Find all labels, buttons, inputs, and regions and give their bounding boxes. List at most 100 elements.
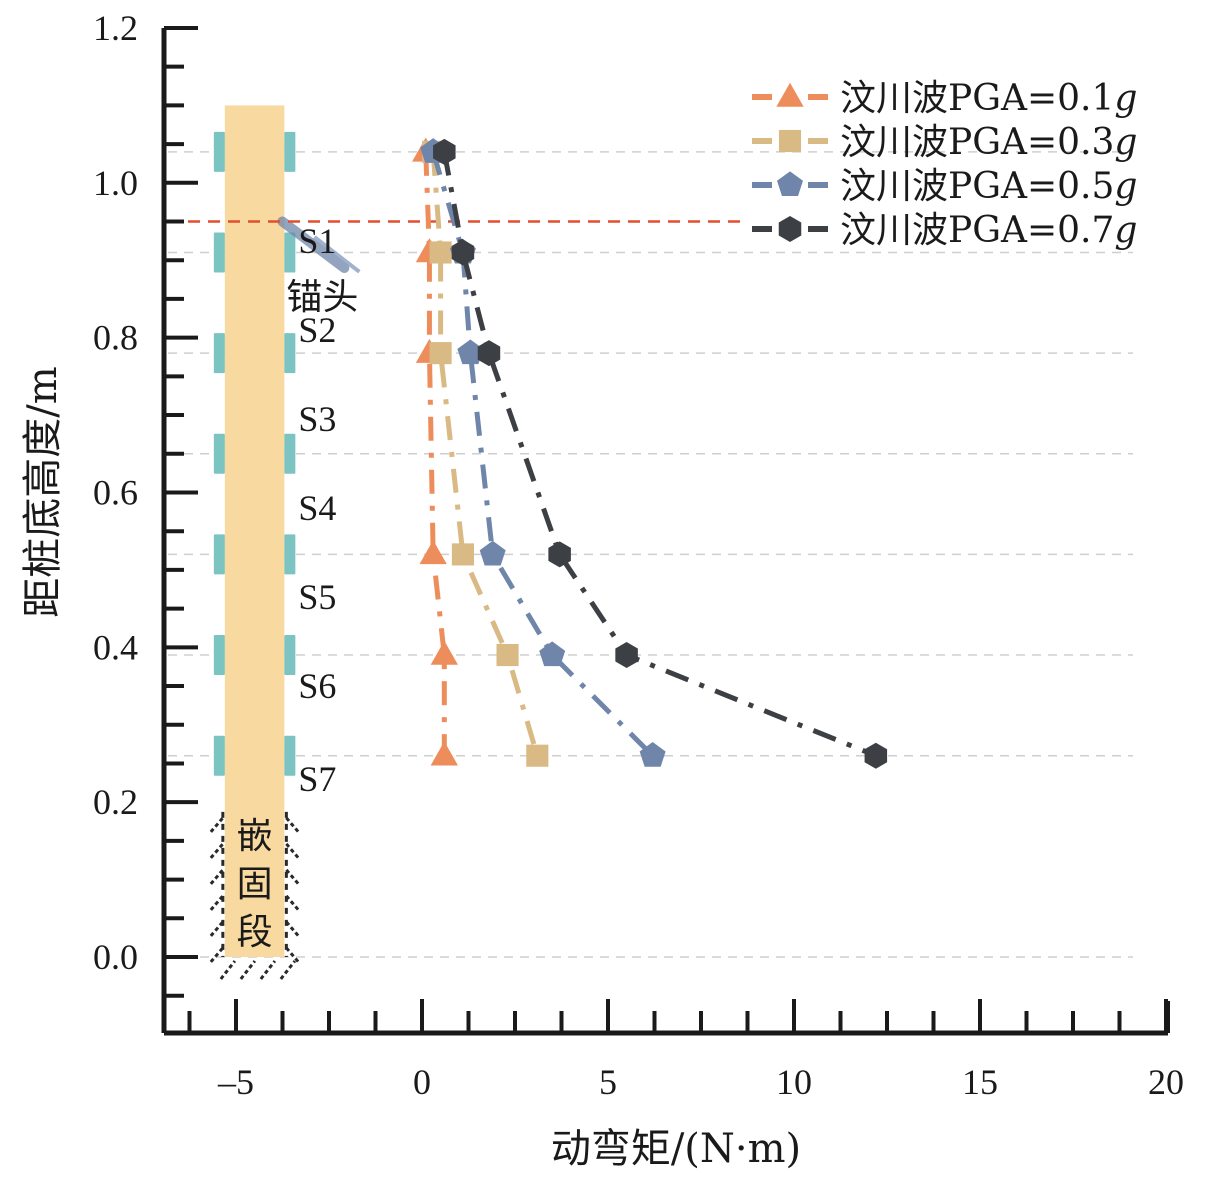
marker-pentagon (457, 339, 484, 365)
y-axis-title: 距桩底高度/m (20, 366, 66, 617)
grid-layer (168, 151, 1133, 958)
strain-gauge-right (284, 735, 296, 776)
strain-gauge-right (284, 433, 296, 474)
legend-label: 汶川波PGA=0.1g (840, 78, 1137, 119)
marker-pentagon (539, 641, 566, 667)
sensor-label: S1 (298, 221, 336, 261)
hatch-left (209, 920, 224, 937)
x-tick-label: 5 (599, 1062, 617, 1102)
sensor-label: S3 (298, 399, 336, 439)
marker-pentagon (777, 171, 803, 197)
series-layer (412, 137, 888, 769)
marker-square (778, 129, 802, 153)
hatch-bottom (259, 960, 277, 980)
marker-square (429, 241, 452, 264)
legend-item: 汶川波PGA=0.7g (752, 210, 1137, 251)
hatch-right (285, 920, 300, 937)
strain-gauge-left (213, 534, 225, 575)
legend-label: 汶川波PGA=0.7g (840, 210, 1137, 251)
strain-gauge-left (213, 635, 225, 676)
hatch-left (209, 868, 224, 885)
strain-gauge-right (284, 232, 296, 273)
sensor-label: S6 (298, 666, 336, 706)
hatch-right (285, 816, 300, 833)
x-tick-label: –5 (217, 1062, 254, 1102)
legend-item: 汶川波PGA=0.1g (752, 78, 1137, 119)
x-axis-title: 动弯矩/(N·m) (551, 1126, 801, 1172)
x-tick-label: 10 (776, 1062, 812, 1102)
hatch-right (285, 946, 300, 963)
anchor-rod (277, 216, 350, 273)
marker-hexagon (477, 340, 501, 367)
hatch-right (285, 894, 300, 911)
axes: 0.0 0.2 0.4 0.6 0.8 1.0 1.2 –5 0 5 10 15 20 (93, 8, 1184, 1102)
marker-square (526, 744, 549, 767)
embedded-segment-label: 固 (237, 864, 273, 905)
series-3 (420, 138, 666, 767)
hatch-bottom (219, 960, 237, 980)
hatch-bottom (239, 960, 257, 980)
anchor-head (313, 235, 361, 274)
marker-square (429, 342, 452, 365)
y-tick-label: 1.2 (93, 8, 138, 48)
legend-item: 汶川波PGA=0.3g (752, 122, 1137, 163)
anchor-label: 锚头 (286, 277, 358, 318)
legend-unit-g: g (1114, 166, 1137, 207)
hatch-left (209, 946, 224, 963)
legend-unit-g: g (1114, 78, 1137, 119)
y-tick-label: 0.0 (93, 937, 138, 977)
marker-square (451, 543, 474, 566)
sensor-label: S5 (298, 577, 336, 617)
hatch-left (209, 894, 224, 911)
marker-hexagon (864, 742, 888, 769)
legend-unit-g: g (1114, 122, 1137, 163)
marker-triangle (419, 540, 447, 565)
marker-hexagon (615, 642, 638, 669)
y-tick-label: 0.4 (93, 627, 138, 667)
x-tick-label: 20 (1148, 1062, 1184, 1102)
pile-body (224, 105, 285, 957)
strain-gauge-right (284, 534, 296, 575)
strain-gauge-right (284, 635, 296, 676)
series-line (441, 151, 877, 759)
sensor-label: S4 (298, 488, 336, 528)
hatch-right (285, 868, 300, 885)
legend-item: 汶川波PGA=0.5g (752, 166, 1137, 207)
marker-triangle (776, 82, 804, 107)
legend-label: 汶川波PGA=0.3g (840, 122, 1137, 163)
x-tick-label: 15 (962, 1062, 998, 1102)
embedded-segment-label: 嵌 (237, 816, 273, 857)
strain-gauge-left (213, 232, 225, 273)
series-line (430, 151, 655, 758)
marker-pentagon (479, 540, 506, 566)
strain-gauge-right (284, 333, 296, 374)
embedded-segment-label: 段 (237, 912, 273, 953)
strain-gauge-left (213, 433, 225, 474)
marker-hexagon (451, 239, 475, 266)
marker-hexagon (548, 541, 571, 568)
marker-triangle (430, 640, 458, 665)
sensor-label: S7 (298, 759, 336, 799)
strain-gauge-left (213, 131, 225, 172)
y-tick-label: 0.8 (93, 318, 138, 358)
series-line (430, 151, 540, 757)
legend-label: 汶川波PGA=0.5g (840, 166, 1137, 207)
strain-gauge-left (213, 333, 225, 374)
series-1 (412, 137, 458, 766)
y-tick-label: 0.2 (93, 782, 138, 822)
hatch-left (209, 842, 224, 859)
y-tick-label: 0.6 (93, 472, 138, 512)
series-line (423, 151, 447, 756)
marker-triangle (430, 741, 458, 766)
strain-gauge-right (284, 131, 296, 172)
sensor-label: S2 (298, 310, 336, 350)
marker-hexagon (778, 216, 802, 242)
marker-square (496, 644, 519, 667)
marker-hexagon (433, 138, 456, 165)
marker-pentagon (639, 742, 666, 767)
series-4 (433, 138, 888, 769)
hatch-bottom (279, 960, 297, 980)
legend: 汶川波PGA=0.1g汶川波PGA=0.3g汶川波PGA=0.5g汶川波PGA=… (752, 78, 1137, 251)
